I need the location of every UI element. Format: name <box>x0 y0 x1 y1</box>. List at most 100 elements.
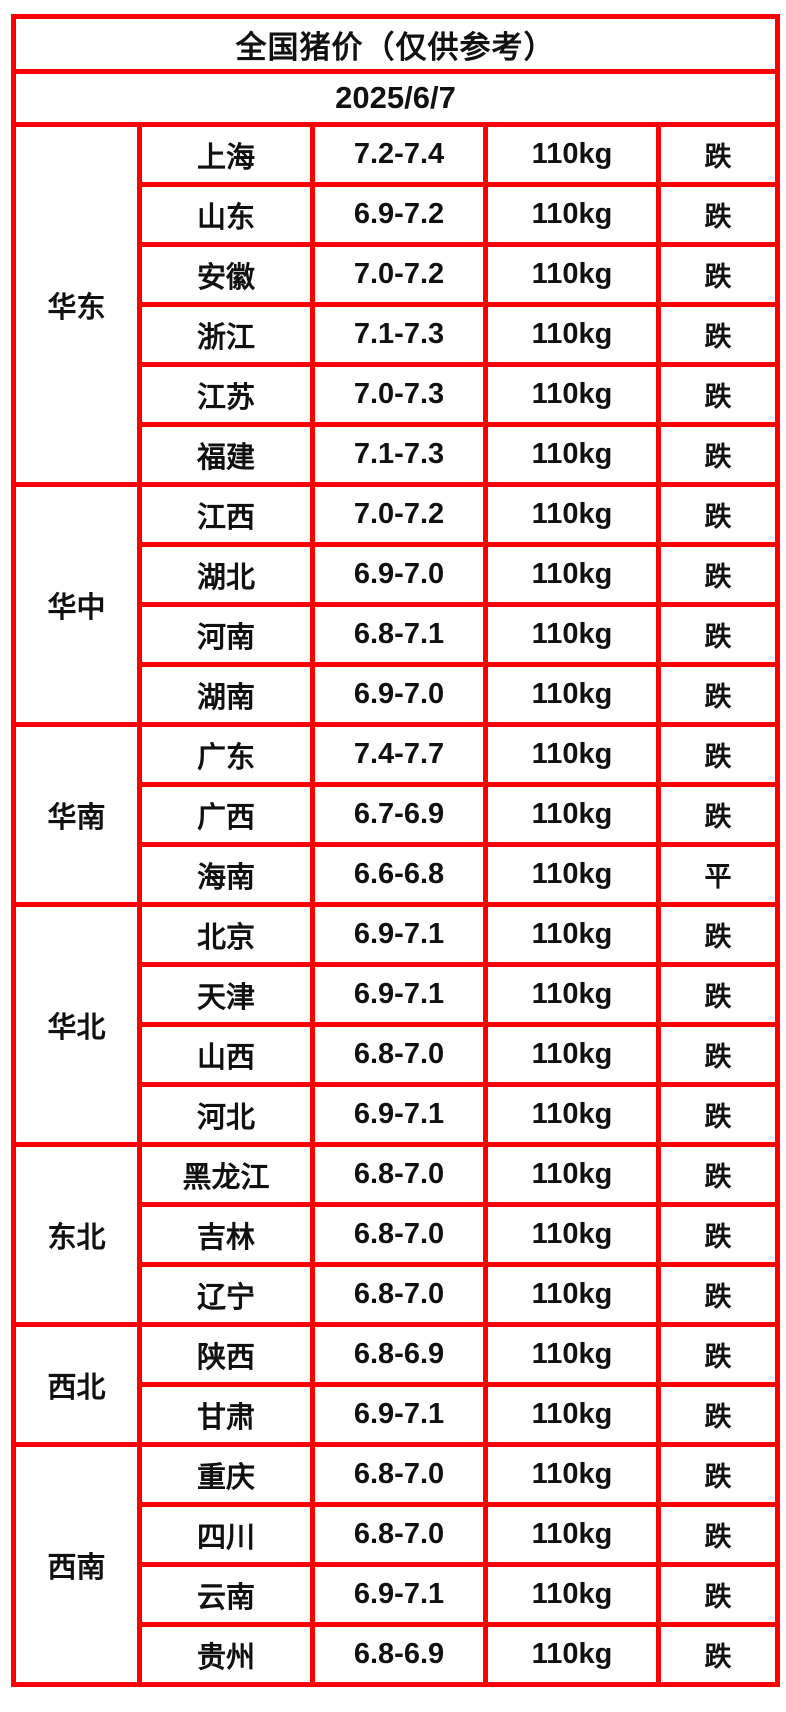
weight-cell: 110kg <box>483 1442 661 1507</box>
trend-cell: 跌 <box>656 362 780 427</box>
province-cell: 湖南 <box>137 662 315 727</box>
trend-cell: 跌 <box>656 182 780 247</box>
price-cell: 6.8-7.0 <box>310 1202 488 1267</box>
province-cell: 吉林 <box>137 1202 315 1267</box>
table-row: 云南 6.9-7.1 110kg 跌 <box>14 1562 780 1627</box>
province-cell: 山东 <box>137 182 315 247</box>
weight-cell: 110kg <box>483 782 661 847</box>
weight-cell: 110kg <box>483 1142 661 1207</box>
price-cell: 6.8-7.0 <box>310 1022 488 1087</box>
table-row: 辽宁 6.8-7.0 110kg 跌 <box>14 1262 780 1327</box>
trend-cell: 跌 <box>656 422 780 487</box>
table-row: 山西 6.8-7.0 110kg 跌 <box>14 1022 780 1087</box>
province-cell: 福建 <box>137 422 315 487</box>
province-cell: 湖北 <box>137 542 315 607</box>
province-cell: 四川 <box>137 1502 315 1567</box>
region-cell: 华南 <box>11 722 142 907</box>
table-row: 西北 陕西 6.8-6.9 110kg 跌 <box>11 1322 780 1447</box>
price-cell: 6.8-6.9 <box>310 1322 488 1387</box>
province-cell: 上海 <box>137 122 315 187</box>
table-row: 广西 6.7-6.9 110kg 跌 <box>14 782 780 847</box>
trend-cell: 跌 <box>656 1262 780 1327</box>
table-row: 山东 6.9-7.2 110kg 跌 <box>14 182 780 247</box>
region-cell: 东北 <box>11 1142 142 1327</box>
weight-cell: 110kg <box>483 902 661 967</box>
price-cell: 7.4-7.7 <box>310 722 488 787</box>
weight-cell: 110kg <box>483 1382 661 1447</box>
province-cell: 江苏 <box>137 362 315 427</box>
province-cell: 河北 <box>137 1082 315 1147</box>
weight-cell: 110kg <box>483 1562 661 1627</box>
price-cell: 7.0-7.2 <box>310 482 488 547</box>
province-cell: 陕西 <box>137 1322 315 1387</box>
weight-cell: 110kg <box>483 1622 661 1687</box>
price-cell: 6.9-7.0 <box>310 662 488 727</box>
trend-cell: 跌 <box>656 1622 780 1687</box>
price-cell: 7.2-7.4 <box>310 122 488 187</box>
region-cell: 华东 <box>11 122 142 487</box>
price-cell: 6.8-6.9 <box>310 1622 488 1687</box>
table-row: 华南 广东 7.4-7.7 110kg 跌 <box>11 722 780 907</box>
weight-cell: 110kg <box>483 1262 661 1327</box>
province-cell: 天津 <box>137 962 315 1027</box>
table-row: 湖北 6.9-7.0 110kg 跌 <box>14 542 780 607</box>
table-row: 华北 北京 6.9-7.1 110kg 跌 <box>11 902 780 1147</box>
table-row: 吉林 6.8-7.0 110kg 跌 <box>14 1202 780 1267</box>
trend-cell: 跌 <box>656 662 780 727</box>
weight-cell: 110kg <box>483 182 661 247</box>
trend-cell: 跌 <box>656 1142 780 1207</box>
region-cell: 西南 <box>11 1442 142 1687</box>
weight-cell: 110kg <box>483 482 661 547</box>
province-cell: 安徽 <box>137 242 315 307</box>
weight-cell: 110kg <box>483 422 661 487</box>
trend-cell: 跌 <box>656 1022 780 1087</box>
province-cell: 广西 <box>137 782 315 847</box>
weight-cell: 110kg <box>483 542 661 607</box>
price-cell: 6.9-7.2 <box>310 182 488 247</box>
trend-cell: 跌 <box>656 1442 780 1507</box>
price-cell: 6.9-7.1 <box>310 902 488 967</box>
weight-cell: 110kg <box>483 662 661 727</box>
trend-cell: 跌 <box>656 1202 780 1267</box>
weight-cell: 110kg <box>483 1022 661 1087</box>
pig-price-table: 全国猪价（仅供参考） 2025/6/7 华东 上海 7.2-7.4 110kg … <box>11 14 780 1687</box>
trend-cell: 跌 <box>656 122 780 187</box>
price-cell: 6.8-7.0 <box>310 1142 488 1207</box>
trend-cell: 跌 <box>656 962 780 1027</box>
price-cell: 7.0-7.3 <box>310 362 488 427</box>
price-cell: 6.7-6.9 <box>310 782 488 847</box>
weight-cell: 110kg <box>483 842 661 907</box>
weight-cell: 110kg <box>483 1322 661 1387</box>
price-cell: 6.6-6.8 <box>310 842 488 907</box>
trend-cell: 平 <box>656 842 780 907</box>
table-date: 2025/6/7 <box>11 69 780 127</box>
price-cell: 7.1-7.3 <box>310 302 488 367</box>
date-row: 2025/6/7 <box>11 69 780 127</box>
province-cell: 北京 <box>137 902 315 967</box>
trend-cell: 跌 <box>656 1082 780 1147</box>
trend-cell: 跌 <box>656 1382 780 1447</box>
weight-cell: 110kg <box>483 602 661 667</box>
region-cell: 华北 <box>11 902 142 1147</box>
price-cell: 6.9-7.1 <box>310 1562 488 1627</box>
price-cell: 6.8-7.0 <box>310 1442 488 1507</box>
region-cell: 华中 <box>11 482 142 727</box>
weight-cell: 110kg <box>483 1502 661 1567</box>
province-cell: 浙江 <box>137 302 315 367</box>
table-row: 河南 6.8-7.1 110kg 跌 <box>14 602 780 667</box>
table-row: 福建 7.1-7.3 110kg 跌 <box>14 422 780 487</box>
province-cell: 广东 <box>137 722 315 787</box>
price-cell: 6.9-7.0 <box>310 542 488 607</box>
price-cell: 6.8-7.0 <box>310 1262 488 1327</box>
price-cell: 6.9-7.1 <box>310 1382 488 1447</box>
province-cell: 河南 <box>137 602 315 667</box>
province-cell: 辽宁 <box>137 1262 315 1327</box>
table-row: 华东 上海 7.2-7.4 110kg 跌 <box>11 122 780 487</box>
trend-cell: 跌 <box>656 1322 780 1387</box>
province-cell: 云南 <box>137 1562 315 1627</box>
province-cell: 甘肃 <box>137 1382 315 1447</box>
table-row: 四川 6.8-7.0 110kg 跌 <box>14 1502 780 1567</box>
trend-cell: 跌 <box>656 722 780 787</box>
weight-cell: 110kg <box>483 1202 661 1267</box>
